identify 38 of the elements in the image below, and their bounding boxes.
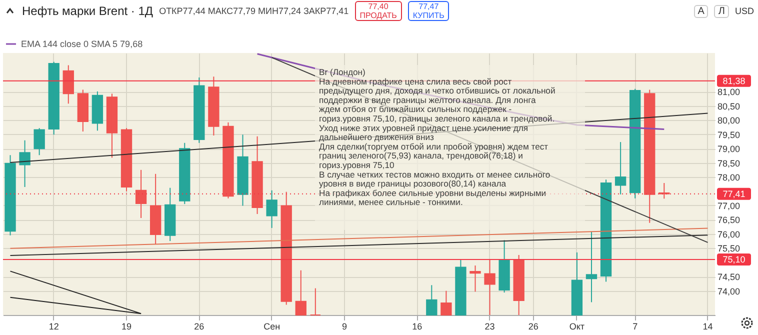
ref-line-label: 75,10 — [722, 254, 746, 265]
y-tick-label: 79,50 — [718, 130, 740, 140]
x-tick-label: 9 — [342, 322, 347, 332]
y-tick-label: 78,50 — [718, 158, 740, 168]
text: Br (Лондон) На дневном графике цена слила весь свой рост предыдущего дня, доходя и четко отбившись от локальной поддержки в виде границы желтого канала. Для лонга ждем отбоя от ближайших сильных поддержек - гориз.уровня 75,10, границы зеленого канала и трендовой. Уход ниже этих уровней придаст цене усиление для дальнейшего движения вниз Для сделки(торгуем отбой или пробой уровня) ждем тест границ зеленого(75,93) канала, трендовой(76,18) и гориз.уровня 75,10 В случае четких тестов можно входить от менее сильного уровня в виде границы розового(80,14) канала На графиках более сильные уровни выделены жирными линиями, менее сильные - тонкими. — [319, 67, 556, 208]
y-tick-label: 74,50 — [718, 272, 740, 282]
x-tick-label: Сен — [264, 322, 280, 332]
y-tick-label: 79,00 — [718, 144, 740, 154]
x-tick-label: 16 — [412, 322, 422, 332]
x-tick-label: 12 — [48, 322, 59, 332]
x-tick-label: 26 — [194, 322, 204, 332]
text: КУПИТЬ — [412, 11, 444, 20]
chart-subtitle: ОТКР77,44 МАКС77,79 МИН77,24 ЗАКР77,41 — [159, 6, 349, 16]
y-tick-label: 74,00 — [718, 286, 740, 296]
y-tick-label: 80,00 — [718, 116, 740, 126]
y-tick-label: 78,00 — [718, 172, 740, 183]
x-tick-label: 7 — [632, 322, 638, 332]
text: USD — [734, 6, 754, 16]
y-tick-label: 80,50 — [718, 101, 740, 112]
text: 77,47 — [418, 2, 440, 11]
x-tick-label: Окт — [569, 322, 585, 332]
text: ПРОДАТЬ — [360, 11, 397, 20]
y-tick-label: 76,00 — [718, 229, 740, 240]
text: A — [694, 4, 708, 18]
x-tick-label: 26 — [528, 322, 538, 332]
ref-line-label: 81,38 — [722, 76, 746, 86]
chart-title: Нефть марки Brent · 1Д — [22, 4, 154, 18]
y-tick-label: 77,00 — [718, 200, 740, 211]
x-tick-label: 14 — [702, 322, 713, 332]
y-tick-label: 76,50 — [718, 215, 740, 226]
x-tick-label: 23 — [484, 322, 495, 332]
legend-label: EMA 144 close 0 SMA 5 79,68 — [21, 39, 143, 49]
ref-line-label: 77,41 — [722, 188, 746, 199]
text: 77,40 — [367, 2, 390, 11]
text: Л — [714, 4, 729, 18]
x-tick-label: 19 — [122, 322, 132, 332]
y-tick-label: 75,50 — [718, 244, 740, 254]
y-tick-label: 81,00 — [718, 87, 740, 98]
